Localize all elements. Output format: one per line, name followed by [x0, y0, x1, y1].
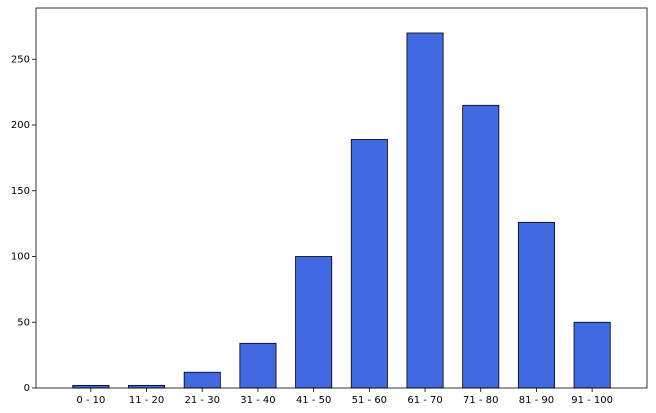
bar	[406, 32, 444, 389]
x-tick-label: 41 - 50	[296, 395, 331, 406]
y-tick-label: 100	[11, 252, 30, 263]
bar	[462, 104, 500, 389]
bar	[350, 139, 388, 389]
x-tick-label: 21 - 30	[185, 395, 220, 406]
y-tick-label: 50	[17, 317, 30, 328]
bar	[183, 371, 221, 389]
x-tick-label: 61 - 70	[407, 395, 442, 406]
x-tick-label: 81 - 90	[519, 395, 554, 406]
plot-frame	[35, 7, 648, 389]
x-tick-label: 0 - 10	[76, 395, 105, 406]
x-tick-label: 71 - 80	[463, 395, 498, 406]
bar	[239, 342, 277, 389]
x-tick-label: 31 - 40	[240, 395, 275, 406]
bar	[517, 221, 555, 389]
y-tick-label: 200	[11, 120, 30, 131]
y-tick-label: 250	[11, 54, 30, 65]
y-tick-label: 0	[24, 383, 30, 394]
x-tick-label: 91 - 100	[571, 395, 613, 406]
y-tick-label: 150	[11, 186, 30, 197]
bar	[573, 321, 611, 389]
x-tick-label: 11 - 20	[129, 395, 164, 406]
x-tick-label: 51 - 60	[352, 395, 387, 406]
bar	[295, 256, 333, 389]
